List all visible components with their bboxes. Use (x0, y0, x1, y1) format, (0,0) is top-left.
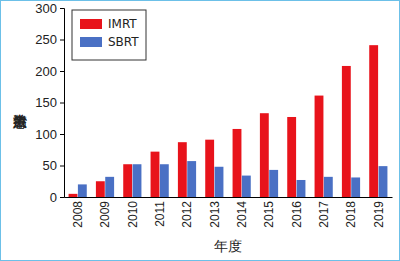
y-tick-mark (60, 166, 64, 167)
y-tick-label: 50 (43, 158, 57, 173)
bar (297, 180, 306, 197)
y-tick: 300 (35, 1, 64, 16)
x-tick-label: 2017 (317, 201, 331, 228)
legend-box (72, 10, 146, 60)
legend-swatch (80, 19, 102, 29)
bar (351, 177, 360, 197)
bar (287, 117, 296, 197)
y-axis: 0 50 100 150 200 250 300 (35, 1, 64, 205)
bar (324, 177, 333, 197)
x-tick-label: 2016 (290, 201, 304, 228)
x-tick-label: 2019 (372, 201, 386, 228)
outer-frame (1, 1, 400, 261)
y-tick-mark (60, 134, 64, 135)
x-tick-label: 2008 (71, 201, 85, 228)
bar (269, 170, 278, 197)
x-tick: 2014 (235, 197, 249, 228)
legend-item: IMRT (80, 17, 137, 31)
y-tick-label: 250 (35, 32, 57, 47)
y-tick-label: 200 (35, 64, 57, 79)
x-tick-label: 2009 (98, 201, 112, 228)
x-tick-label: 2012 (180, 201, 194, 228)
bar (69, 194, 78, 197)
x-tick: 2011 (153, 197, 167, 227)
x-tick-label: 2015 (262, 201, 276, 228)
y-axis-title: 治療患者数 (12, 114, 27, 129)
x-tick: 2013 (208, 197, 222, 228)
x-tick: 2012 (180, 197, 194, 228)
y-tick-label: 150 (35, 95, 57, 110)
x-tick: 2009 (98, 197, 112, 228)
x-axis: 2008 2009 2010 2011 2012 2013 2014 2015 2016 2017… (65, 197, 393, 228)
bar (123, 164, 132, 197)
bar (215, 167, 224, 197)
chart-svg: 0501001502002503002008200920102011201220… (0, 0, 400, 261)
legend-label: SBRT (108, 35, 139, 49)
bar (260, 113, 269, 197)
bar (105, 177, 114, 197)
x-tick: 2018 (344, 197, 358, 228)
bar (160, 164, 169, 197)
bar (379, 166, 388, 197)
x-axis-title: 年度 (214, 238, 242, 254)
x-tick: 2019 (372, 197, 386, 228)
y-tick-label: 300 (35, 1, 57, 16)
y-tick: 200 (35, 64, 64, 79)
x-tick-label: 2013 (208, 201, 222, 228)
chart-container: 0501001502002503002008200920102011201220… (0, 0, 400, 261)
y-tick: 0 (50, 190, 64, 205)
plot: 0501001502002503002008200920102011201220… (35, 1, 392, 228)
bar (369, 45, 378, 197)
bar (342, 66, 351, 197)
y-tick-label: 100 (35, 127, 57, 142)
y-tick-mark (60, 40, 64, 41)
x-tick-label: 2014 (235, 201, 249, 228)
x-tick-label: 2018 (344, 201, 358, 228)
bar (151, 152, 160, 197)
y-tick-mark (60, 197, 64, 198)
bar (187, 161, 196, 197)
bar (96, 181, 105, 197)
y-tick-mark (60, 103, 64, 104)
y-tick-label: 0 (50, 190, 57, 205)
y-axis-line (60, 9, 65, 198)
bar (242, 176, 251, 197)
y-tick-mark (60, 71, 64, 72)
bar (233, 129, 242, 197)
y-tick: 250 (35, 32, 64, 47)
x-tick-label: 2010 (126, 201, 140, 228)
bar (133, 164, 142, 197)
legend-swatch (80, 37, 102, 47)
bar (178, 142, 187, 197)
y-tick: 150 (35, 95, 64, 110)
bar (205, 140, 214, 197)
legend: IMRT SBRT (72, 10, 146, 60)
x-tick: 2015 (262, 197, 276, 228)
bars (69, 45, 388, 197)
bar (78, 184, 87, 197)
x-tick: 2017 (317, 197, 331, 228)
y-tick-mark (60, 8, 64, 9)
x-tick: 2008 (71, 197, 85, 228)
y-tick: 50 (43, 158, 64, 173)
y-tick: 100 (35, 127, 64, 142)
x-axis-line (65, 197, 393, 198)
legend-item: SBRT (80, 35, 139, 49)
x-tick: 2010 (126, 197, 140, 228)
x-tick: 2016 (290, 197, 304, 228)
x-tick-label: 2011 (153, 201, 167, 227)
bar (315, 96, 324, 197)
legend-label: IMRT (108, 17, 137, 31)
